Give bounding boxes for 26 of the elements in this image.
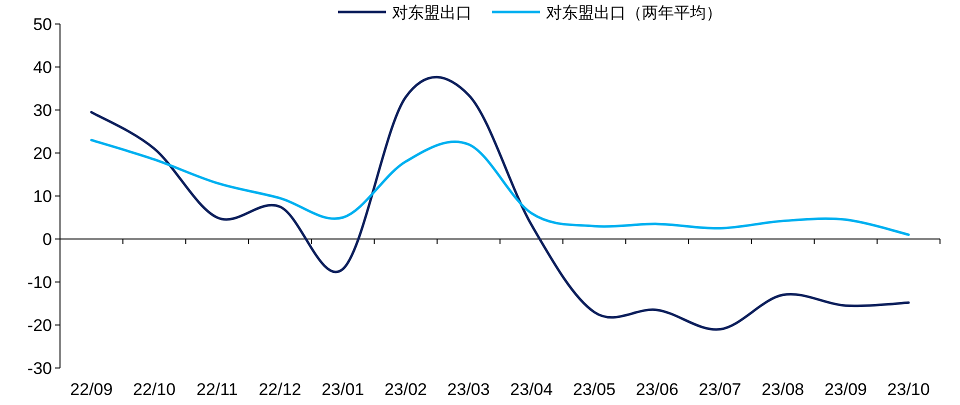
x-tick-label: 22/11 (196, 380, 238, 399)
x-tick-label: 23/05 (573, 380, 616, 399)
x-tick-label: 23/07 (698, 380, 742, 399)
y-tick-label: 20 (33, 144, 52, 163)
x-tick-label: 23/01 (322, 380, 364, 399)
legend-label: 对东盟出口 (392, 4, 472, 22)
y-tick-label: -20 (27, 316, 52, 335)
x-tick-label: 23/09 (824, 380, 867, 399)
legend-label: 对东盟出口（两年平均） (546, 4, 722, 22)
x-tick-label: 23/02 (384, 380, 427, 399)
x-tick-label: 22/12 (258, 380, 302, 399)
x-tick-label: 22/09 (70, 380, 113, 399)
y-tick-label: 10 (33, 187, 52, 206)
x-tick-label: 23/04 (510, 380, 553, 399)
y-tick-label: 30 (33, 101, 52, 120)
x-tick-label: 23/06 (636, 380, 678, 399)
y-tick-label: 40 (33, 58, 52, 77)
y-tick-label: 50 (33, 15, 52, 34)
line-series (90, 138, 910, 236)
y-tick-label: -10 (27, 273, 52, 292)
y-tick-label: 0 (42, 230, 52, 249)
x-tick-label: 23/03 (447, 380, 490, 399)
x-tick-label: 22/10 (133, 380, 176, 399)
y-tick-label: -30 (27, 359, 52, 378)
x-tick-label: 23/10 (887, 380, 930, 399)
x-tick-label: 23/08 (762, 380, 804, 399)
